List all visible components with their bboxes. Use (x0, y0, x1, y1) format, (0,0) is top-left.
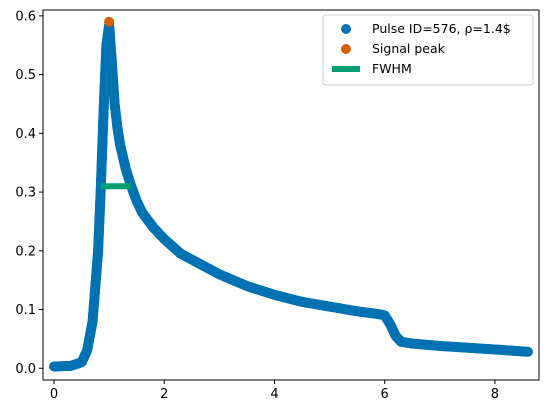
legend-marker-peak (341, 44, 351, 54)
legend-label-fwhm: FWHM (372, 61, 412, 76)
series-layer (49, 16, 533, 372)
y-tick-label: 0.1 (15, 303, 36, 318)
ticks-layer: 0 2 4 6 8 0.0 0.1 0.2 0.3 0.4 0.5 0.6 (15, 9, 499, 402)
legend-label-peak: Signal peak (372, 41, 446, 56)
legend: Pulse ID=576, ρ=1.4$ Signal peak FWHM (322, 14, 534, 86)
x-tick-label: 6 (381, 387, 389, 402)
x-tick-label: 2 (160, 387, 168, 402)
legend-box (322, 14, 534, 86)
legend-label-pulse: Pulse ID=576, ρ=1.4$ (372, 21, 511, 36)
y-tick-label: 0.5 (15, 68, 36, 83)
y-tick-label: 0.0 (15, 362, 36, 377)
axes-frame (42, 9, 540, 381)
pulse-point (522, 346, 533, 357)
y-tick-label: 0.6 (15, 9, 36, 24)
x-tick-label: 0 (50, 387, 58, 402)
signal-peak-point (104, 16, 115, 27)
y-tick-label: 0.3 (15, 186, 36, 201)
x-tick-label: 4 (270, 387, 278, 402)
x-tick-label: 8 (491, 387, 499, 402)
y-tick-label: 0.2 (15, 244, 36, 259)
y-tick-label: 0.4 (15, 127, 36, 142)
legend-marker-pulse (341, 24, 351, 34)
